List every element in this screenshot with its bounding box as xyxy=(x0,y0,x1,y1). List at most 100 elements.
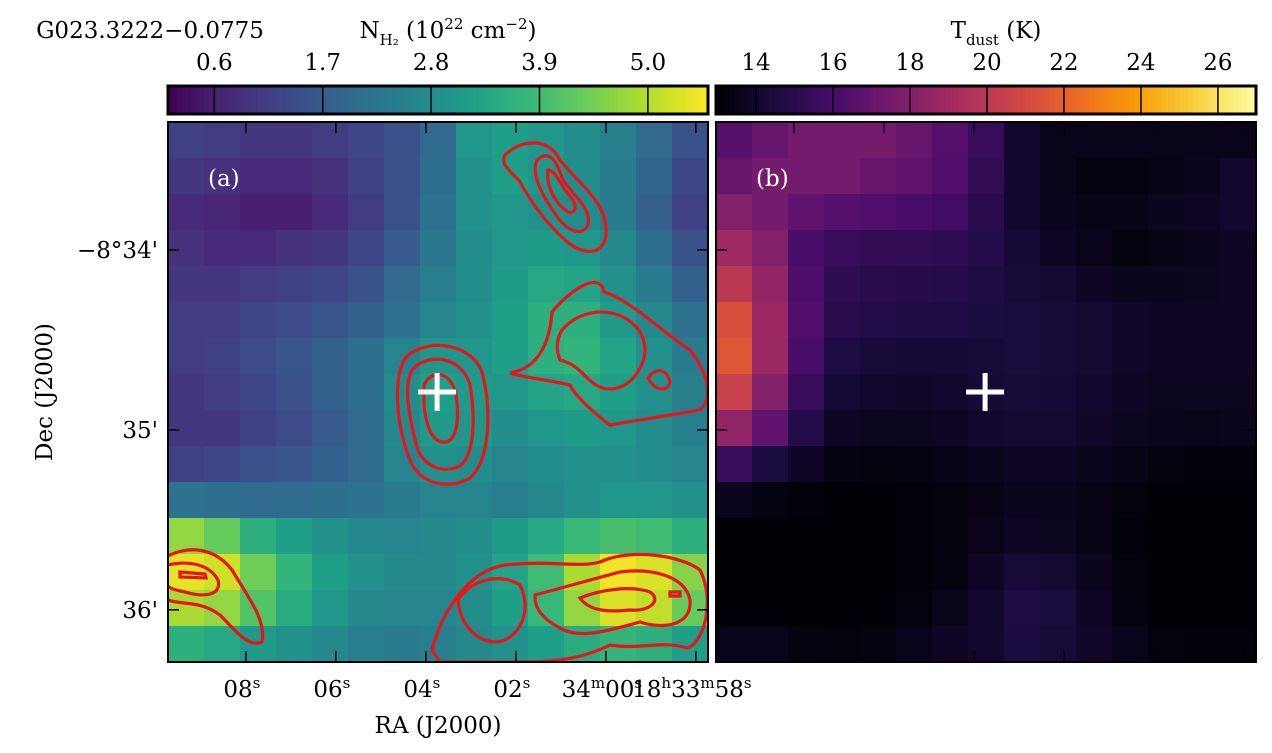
cell xyxy=(312,518,349,555)
cell xyxy=(564,518,601,555)
colorbar-swatch xyxy=(316,86,322,114)
cell xyxy=(1076,194,1113,231)
colorbar-swatch xyxy=(447,86,452,114)
cell xyxy=(636,266,673,303)
panel-label: (a) xyxy=(208,166,240,192)
colorbar-swatch xyxy=(1053,86,1059,114)
cell xyxy=(276,446,313,483)
cell xyxy=(420,482,457,519)
colorbar-swatch xyxy=(1022,86,1027,114)
colorbar-swatch xyxy=(905,86,910,114)
colorbar-swatch xyxy=(1238,86,1243,114)
colorbar-swatch xyxy=(438,86,443,114)
cell xyxy=(1112,158,1149,195)
cell xyxy=(240,266,277,303)
cell xyxy=(1004,338,1041,375)
cell xyxy=(1076,518,1113,555)
cell xyxy=(672,410,709,447)
cell xyxy=(788,374,825,411)
colorbar-swatch xyxy=(523,86,529,114)
cell xyxy=(860,122,897,159)
cell xyxy=(968,518,1005,555)
colorbar-swatch xyxy=(379,86,385,114)
cell xyxy=(384,230,421,267)
colorbar-swatch xyxy=(460,86,466,114)
colorbar-swatch xyxy=(505,86,511,114)
cell xyxy=(600,482,637,519)
colorbar-swatch xyxy=(1107,86,1113,114)
cell xyxy=(968,554,1005,591)
cell xyxy=(932,626,969,663)
cell xyxy=(1040,590,1077,627)
cell xyxy=(168,626,205,663)
colorbar-swatch xyxy=(981,86,987,114)
x-tick-label: 18h33m58s xyxy=(632,674,751,703)
colorbar-swatch xyxy=(851,86,856,114)
cell xyxy=(1184,446,1221,483)
x-tick-label-part: 18 xyxy=(632,677,661,703)
colorbar-swatch xyxy=(546,86,551,114)
colorbar-swatch xyxy=(604,86,610,114)
cell xyxy=(896,230,933,267)
colorbar-swatch xyxy=(896,86,901,114)
cell xyxy=(1220,482,1257,519)
colorbar-swatch xyxy=(779,86,784,114)
contour xyxy=(646,369,672,391)
cell xyxy=(824,518,861,555)
colorbar-swatch xyxy=(262,86,268,114)
cell xyxy=(932,446,969,483)
colorbar-swatch xyxy=(343,86,349,114)
y-tick-label: 36' xyxy=(122,598,158,624)
colorbar-swatch xyxy=(954,86,960,114)
colorbar-swatch xyxy=(307,86,313,114)
cell xyxy=(312,482,349,519)
cell xyxy=(1184,338,1221,375)
cell xyxy=(312,446,349,483)
cell xyxy=(860,446,897,483)
cell xyxy=(1112,626,1149,663)
colorbar-swatch xyxy=(1166,86,1171,114)
colorbar-swatch xyxy=(828,86,834,114)
cell xyxy=(1148,194,1185,231)
cell xyxy=(240,230,277,267)
colorbar-swatch xyxy=(927,86,933,114)
colorbar-swatch xyxy=(181,86,187,114)
cell xyxy=(968,410,1005,447)
cell xyxy=(896,590,933,627)
cell xyxy=(1076,158,1113,195)
cell xyxy=(932,158,969,195)
cell xyxy=(752,626,789,663)
colorbar-swatch xyxy=(941,86,946,114)
cell xyxy=(860,590,897,627)
cell xyxy=(1076,122,1113,159)
cell xyxy=(896,446,933,483)
cell xyxy=(312,338,349,375)
cell xyxy=(788,482,825,519)
cell xyxy=(492,518,529,555)
colorbar-swatch xyxy=(514,86,520,114)
colorbar-swatch xyxy=(411,86,416,114)
colorbar-tick-label: 26 xyxy=(1203,50,1232,76)
cell xyxy=(788,554,825,591)
label: NH₂ (1022 cm−2) xyxy=(359,15,536,49)
colorbar-swatch xyxy=(654,86,659,114)
cell xyxy=(896,374,933,411)
cell xyxy=(1112,482,1149,519)
cell xyxy=(1220,374,1257,411)
label-part: N xyxy=(359,18,379,44)
colorbar-swatch xyxy=(393,86,398,114)
cell xyxy=(968,266,1005,303)
cell xyxy=(896,518,933,555)
cell xyxy=(456,158,493,195)
colorbar-swatch xyxy=(846,86,852,114)
cell xyxy=(672,158,709,195)
cell xyxy=(1076,590,1113,627)
cell xyxy=(1184,590,1221,627)
cell xyxy=(1220,410,1257,447)
cell xyxy=(348,518,385,555)
cell xyxy=(276,626,313,663)
colorbar-swatch xyxy=(618,86,623,114)
colorbar-swatch xyxy=(864,86,870,114)
cell xyxy=(636,446,673,483)
colorbar-swatch xyxy=(1103,86,1108,114)
